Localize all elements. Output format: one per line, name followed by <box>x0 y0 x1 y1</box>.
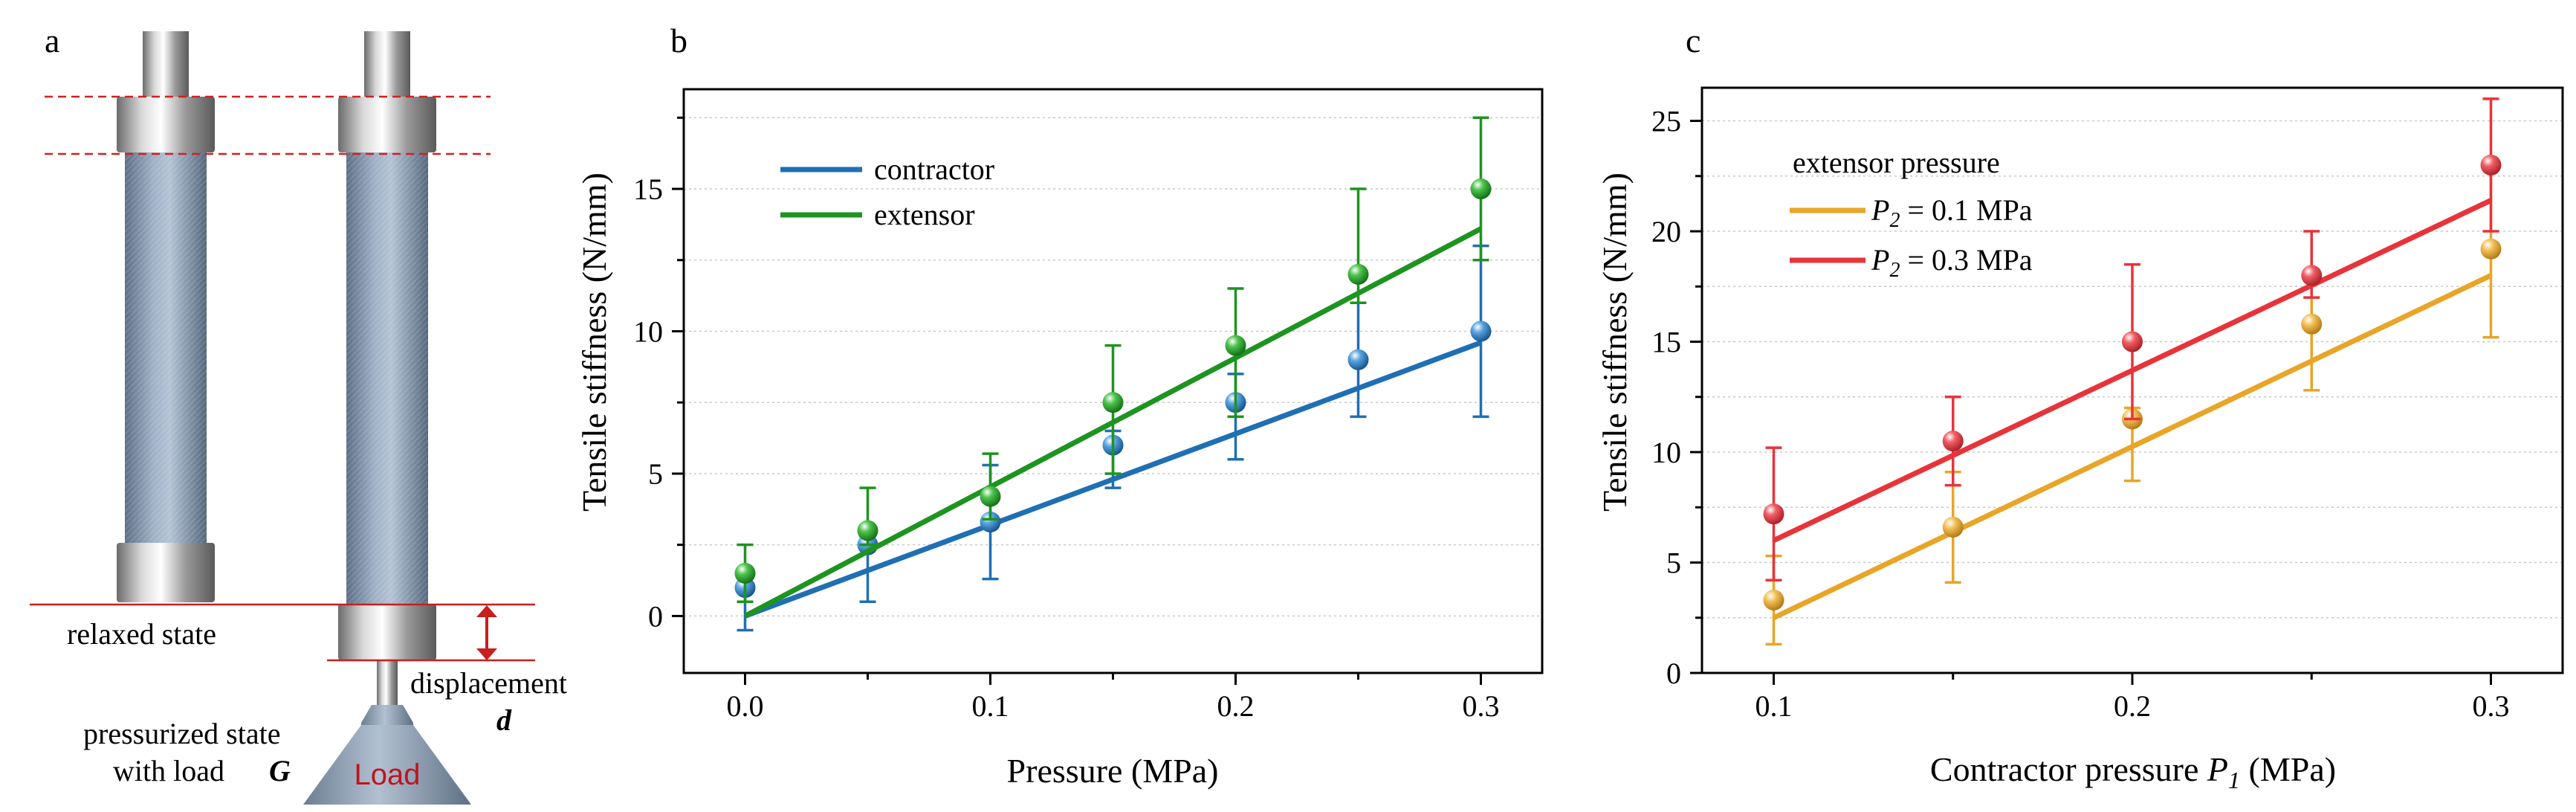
data-point <box>1347 263 1369 285</box>
displacement-symbol: d <box>496 703 512 737</box>
x-tick-label: 0.2 <box>1217 689 1255 723</box>
left-rod <box>143 31 189 106</box>
panel-c: c Tensile stiffness (N/mm) Contractor pr… <box>1596 22 2564 793</box>
y-tick-label: 0 <box>1666 657 1681 690</box>
panel-b: b Tensile stiffness (N/mm) Pressure (MPa… <box>575 22 1544 790</box>
relaxed-state-label: relaxed state <box>67 617 216 651</box>
panel-c-axes: 0.1 0.2 0.3 0 5 10 15 20 25 <box>1651 86 2564 723</box>
panel-c-legend: extensor pressure P2 = 0.1 MPa P2 = 0.3 … <box>1790 146 2033 282</box>
panel-c-letter: c <box>1686 22 1700 59</box>
right-braid-texture <box>346 152 428 608</box>
actuator-relaxed <box>117 31 215 602</box>
right-top-cap <box>338 97 436 152</box>
data-point <box>2122 331 2143 352</box>
y-tick-label: 20 <box>1651 215 1681 248</box>
panel-b-axes: 0.0 0.1 0.2 0.3 0 5 10 15 <box>633 88 1544 723</box>
left-braid-texture <box>125 152 207 547</box>
data-point <box>1470 320 1492 342</box>
displacement-arrow-down-head <box>476 648 497 660</box>
load-hook <box>377 660 398 705</box>
displacement-label: displacement <box>410 666 567 700</box>
data-point <box>734 562 756 584</box>
data-point <box>1942 431 1964 452</box>
load-neck <box>361 705 413 725</box>
panel-b-legend: contractor extensor <box>780 152 994 231</box>
y-tick-label: 25 <box>1651 105 1681 138</box>
y-tick-label: 15 <box>1651 326 1681 359</box>
legend-p2-03-label: P2 = 0.3 MPa <box>1871 243 2033 282</box>
legend-extensor-label: extensor <box>874 198 975 231</box>
x-tick-label: 0.2 <box>2114 689 2151 723</box>
data-point <box>1225 335 1246 356</box>
displacement-arrow-up-head <box>476 605 497 617</box>
y-tick-label: 10 <box>633 315 663 348</box>
data-point <box>1102 392 1124 413</box>
data-point <box>2480 238 2502 260</box>
data-point <box>2301 265 2323 286</box>
actuator-pressurized: Load <box>303 31 471 805</box>
legend-contractor-label: contractor <box>874 152 994 186</box>
y-tick-label: 5 <box>1666 547 1681 580</box>
right-bottom-cap <box>338 604 436 660</box>
with-load-label: with load <box>113 754 224 787</box>
load-weight <box>303 725 471 805</box>
data-point <box>1763 589 1784 610</box>
x-tick-label: 0.1 <box>1755 689 1793 723</box>
y-tick-label: 10 <box>1651 436 1681 469</box>
panel-a: a Load relaxed <box>30 22 567 805</box>
left-bottom-cap <box>117 543 215 602</box>
y-tick-label: 0 <box>648 599 663 633</box>
x-tick-label: 0.1 <box>972 689 1009 723</box>
data-point <box>980 486 1001 507</box>
data-point <box>1942 516 1964 538</box>
panel-b-ylabel: Tensile stiffness (N/mm) <box>575 173 613 512</box>
data-point <box>2480 154 2502 175</box>
data-point <box>1470 178 1492 200</box>
left-top-cap <box>117 97 215 152</box>
data-point <box>1763 503 1784 525</box>
x-tick-label: 0.0 <box>727 689 764 723</box>
panel-b-xlabel: Pressure (MPa) <box>1007 752 1219 790</box>
pressurized-state-label: pressurized state <box>83 717 280 750</box>
panel-c-marks <box>1763 97 2502 646</box>
panel-a-letter: a <box>45 22 59 59</box>
legend-p2-01-label: P2 = 0.1 MPa <box>1871 193 2033 232</box>
data-point <box>1347 349 1369 370</box>
load-symbol: G <box>269 754 291 787</box>
y-tick-label: 15 <box>633 173 663 206</box>
y-tick-label: 5 <box>648 457 663 491</box>
load-label: Load <box>355 758 421 791</box>
data-point <box>980 512 1001 533</box>
data-point <box>2301 313 2323 335</box>
x-tick-label: 0.3 <box>1463 689 1500 723</box>
panel-c-xlabel: Contractor pressure P1 (MPa) <box>1930 750 2336 793</box>
right-rod <box>364 31 410 106</box>
data-point <box>857 520 878 541</box>
panel-b-letter: b <box>670 22 687 59</box>
x-tick-label: 0.3 <box>2473 689 2510 723</box>
legend-title: extensor pressure <box>1793 146 2000 179</box>
panel-b-marks <box>734 116 1492 632</box>
panel-c-ylabel: Tensile stiffness (N/mm) <box>1596 173 1634 512</box>
